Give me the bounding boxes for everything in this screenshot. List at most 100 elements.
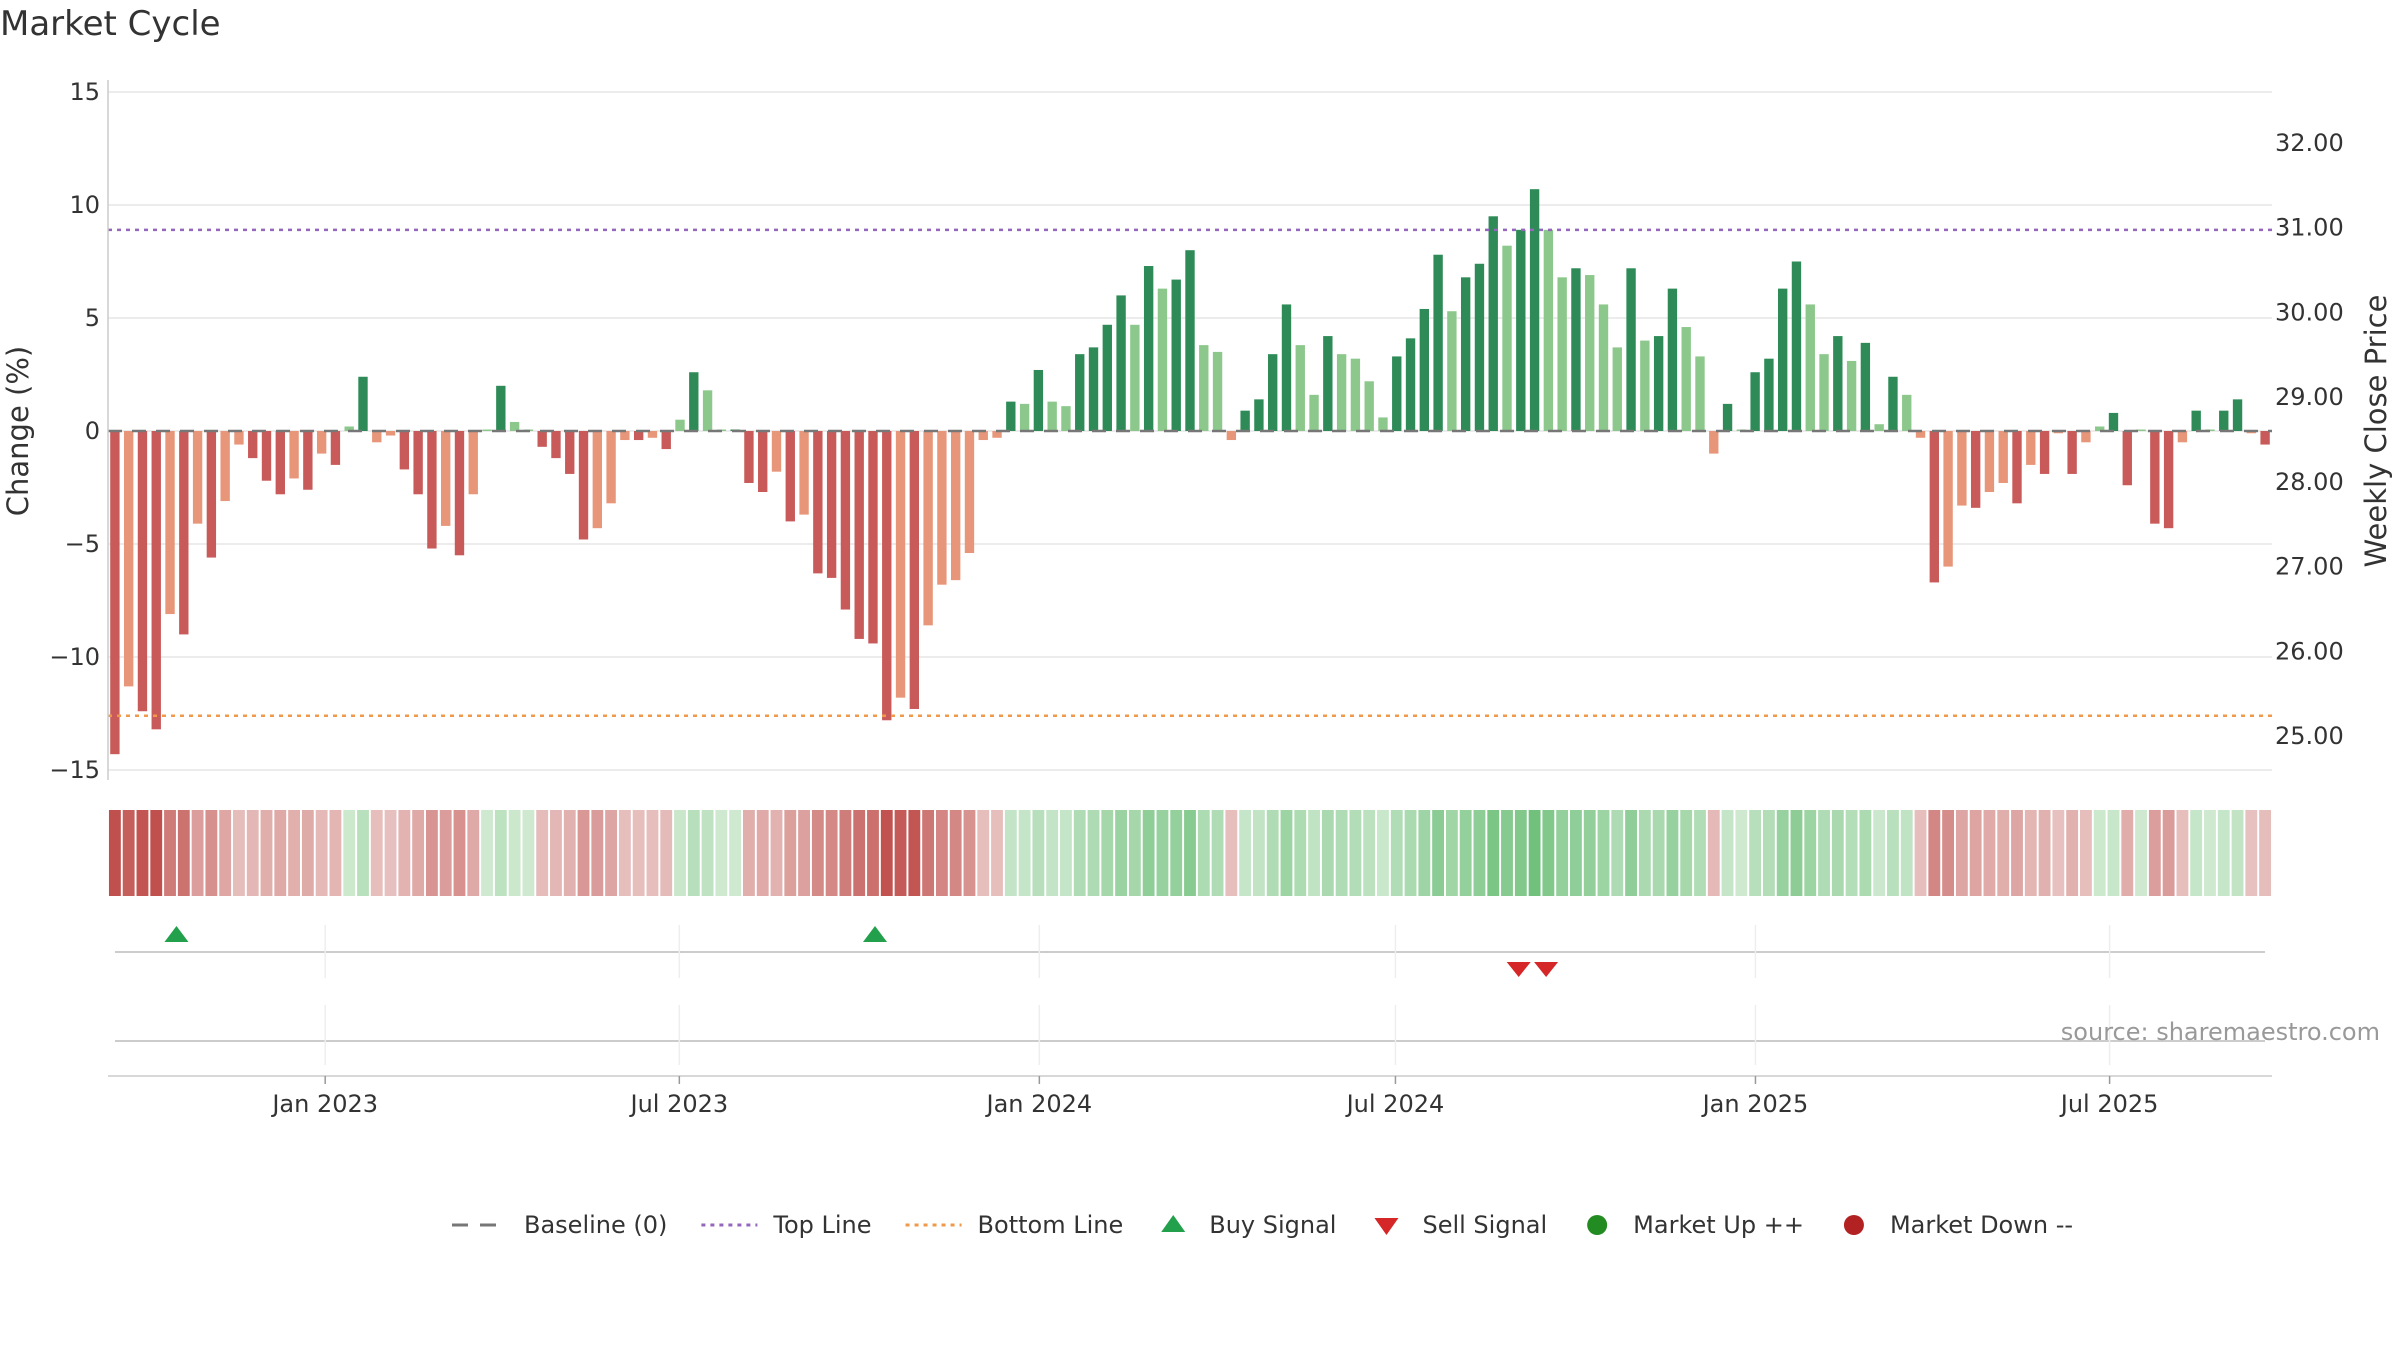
band-cell <box>646 810 659 896</box>
bar <box>1709 431 1719 454</box>
band-cell <box>1873 810 1886 896</box>
band-cell <box>922 810 935 896</box>
bar <box>854 431 864 639</box>
band-cell <box>164 810 176 896</box>
bar <box>1778 288 1788 431</box>
bar <box>1323 336 1333 431</box>
band-cell <box>136 810 149 896</box>
x-tick-label: Jan 2024 <box>984 1090 1092 1118</box>
band-cell <box>398 810 411 896</box>
band-cell <box>756 810 769 896</box>
band-cell <box>1280 810 1293 896</box>
band-cell <box>784 810 797 896</box>
legend-label: Sell Signal <box>1422 1211 1547 1239</box>
bar <box>220 431 230 502</box>
band-cell <box>1831 810 1844 896</box>
y2-axis-title: Weekly Close Price <box>2359 295 2393 568</box>
band-cell <box>219 810 232 896</box>
bar <box>2108 412 2119 431</box>
band-cell <box>1115 810 1128 896</box>
bar <box>1488 216 1498 431</box>
bar <box>1061 406 1071 431</box>
band-cell <box>2204 810 2216 896</box>
band-cell <box>1914 810 1927 896</box>
band-cell <box>687 810 700 896</box>
y-tick-label: −10 <box>49 643 100 671</box>
bar <box>785 431 795 522</box>
band-cell <box>880 810 893 896</box>
bar <box>1378 417 1388 431</box>
band-cell <box>412 810 425 896</box>
band-cell <box>1170 810 1183 896</box>
bar <box>1171 279 1181 431</box>
band-cell <box>1004 810 1017 896</box>
y2-tick-label: 32.00 <box>2275 129 2344 157</box>
legend-label: Market Up ++ <box>1633 1211 1804 1239</box>
band-cell <box>729 810 742 896</box>
bar <box>1185 250 1195 431</box>
bar <box>1585 275 1595 431</box>
bar <box>1750 372 1760 431</box>
band-cell <box>1377 810 1389 896</box>
bar <box>2039 431 2050 474</box>
bar <box>978 431 988 441</box>
bar <box>1447 311 1457 431</box>
band-cell <box>1294 810 1307 896</box>
bar <box>1405 338 1416 431</box>
bar <box>578 431 589 540</box>
band-cell <box>949 810 962 896</box>
bar <box>2191 410 2201 431</box>
bar <box>1998 431 2008 483</box>
bar <box>813 431 823 574</box>
bar <box>2067 431 2077 474</box>
bar <box>1268 354 1278 431</box>
bar <box>427 431 437 549</box>
band-cell <box>674 810 686 896</box>
sell-signal-marker <box>1506 962 1531 977</box>
bar <box>1764 358 1774 431</box>
band-cell <box>260 810 273 896</box>
band-cell <box>1597 810 1610 896</box>
band-cell <box>1955 810 1968 896</box>
bar <box>1888 376 1898 431</box>
band-cell <box>1680 810 1693 896</box>
y2-tick-label: 26.00 <box>2275 637 2344 665</box>
bar <box>1681 327 1691 431</box>
band-cell <box>2148 810 2161 896</box>
band-cell <box>315 810 328 896</box>
bar <box>165 431 175 615</box>
bar <box>1088 347 1099 431</box>
bar <box>909 431 920 709</box>
band-cell <box>343 810 356 896</box>
axes-layer: 15 10 5 0 −10 −5 −15 32.00 31.00 30.00 29.00 28.00 2… <box>1 78 2393 784</box>
bar <box>2081 431 2091 443</box>
band-cell <box>1445 810 1458 896</box>
band-cell <box>935 810 948 896</box>
band-cell <box>1776 810 1789 896</box>
bar <box>372 431 382 443</box>
y-tick-label: 0 <box>85 417 100 445</box>
band-cell <box>1570 810 1582 896</box>
cycle-intensity-band <box>108 810 2272 896</box>
band-cell <box>618 810 631 896</box>
y2-tick-label: 31.00 <box>2275 214 2344 242</box>
band-cell <box>1790 810 1803 896</box>
bar <box>1419 308 1429 431</box>
band-cell <box>1983 810 1996 896</box>
bar <box>1846 360 1857 431</box>
band-cell <box>1804 810 1817 896</box>
legend-label: Market Down -- <box>1890 1211 2073 1239</box>
band-cell <box>453 810 466 896</box>
band-cell <box>1652 810 1665 896</box>
band-cell <box>1211 810 1224 896</box>
bar <box>2150 431 2160 524</box>
band-cell <box>481 810 493 896</box>
bar <box>2177 431 2188 443</box>
bar <box>1102 324 1112 431</box>
band-cell <box>1432 810 1445 896</box>
chart-title: Market Cycle <box>0 4 221 44</box>
bar <box>1640 340 1650 431</box>
bar <box>1309 394 1319 431</box>
x-tick-label: Jul 2024 <box>1345 1090 1445 1118</box>
bar <box>1350 358 1361 431</box>
